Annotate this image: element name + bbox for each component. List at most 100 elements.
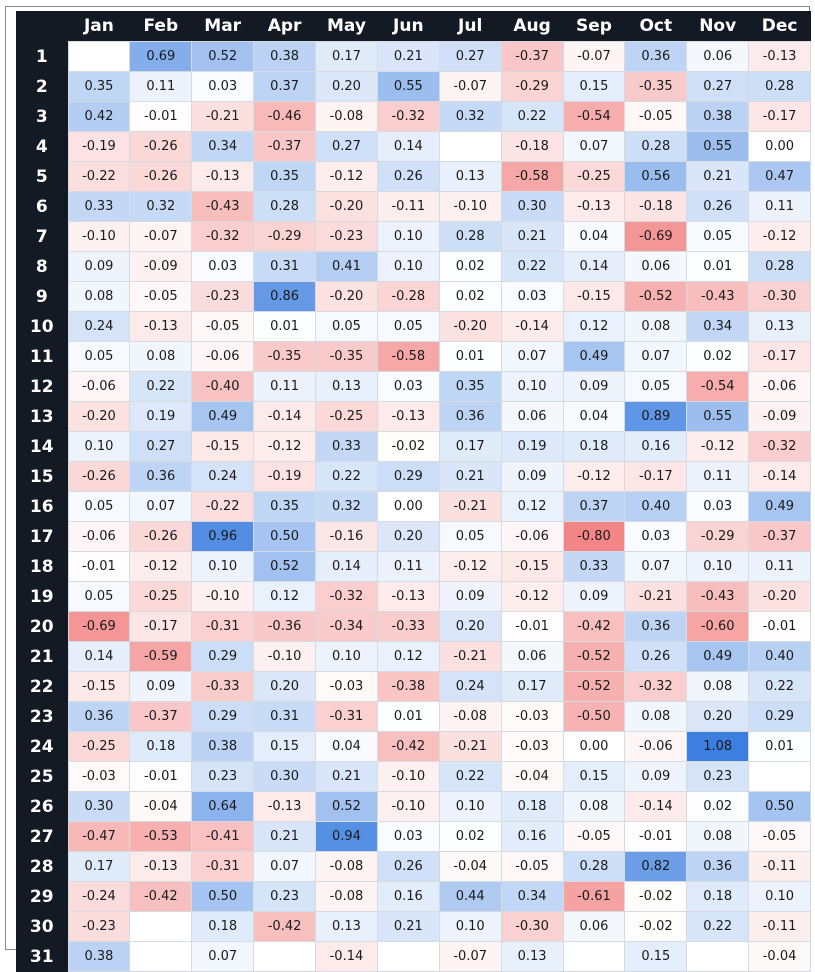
table-row: 31 0.38 0.07 -0.14 -0.07 0.13 0.15 -0.04 [16, 941, 811, 972]
heatmap-cell: -0.30 [500, 911, 564, 942]
heatmap-cell: 0.55 [686, 401, 750, 432]
row-header-day-2: 2 [16, 71, 68, 102]
month-header-row: Jan Feb Mar Apr May Jun Jul Aug Sep Oct Nov Dec [16, 11, 811, 42]
heatmap-cell: 0.37 [562, 491, 626, 522]
heatmap-cell: 0.40 [624, 491, 688, 522]
heatmap-cell: 0.11 [748, 551, 811, 582]
heatmap-cell: 0.09 [500, 461, 564, 492]
heatmap-cell: -0.61 [562, 881, 626, 912]
heatmap-cell: 0.36 [438, 401, 502, 432]
heatmap-cell: 0.64 [191, 791, 255, 822]
heatmap-cell: 0.21 [500, 221, 564, 252]
heatmap-cell: -0.11 [748, 911, 811, 942]
heatmap-cell: 0.10 [67, 431, 131, 462]
heatmap-cell: -0.05 [624, 101, 688, 132]
heatmap-cell: 0.36 [129, 461, 193, 492]
row-header-day-5: 5 [16, 161, 68, 192]
heatmap-cell: 0.07 [253, 851, 316, 882]
heatmap-cell: -0.15 [67, 671, 131, 702]
heatmap-cell: 0.52 [191, 41, 255, 72]
daily-heatmap-table: Jan Feb Mar Apr May Jun Jul Aug Sep Oct Nov Dec 1 0.… [16, 11, 811, 972]
heatmap-cell: 0.14 [315, 551, 378, 582]
heatmap-cell: 0.10 [376, 251, 440, 282]
heatmap-cell: 0.00 [562, 731, 626, 762]
heatmap-cell: -0.41 [191, 821, 255, 852]
heatmap-cell: -0.52 [624, 281, 688, 312]
heatmap-cell: -0.60 [686, 611, 750, 642]
heatmap-cell: -0.37 [129, 701, 193, 732]
heatmap-cell: -0.08 [438, 701, 502, 732]
heatmap-cell: 0.09 [624, 761, 688, 792]
heatmap-cell: -0.80 [562, 521, 626, 552]
heatmap-cell: -0.06 [191, 341, 255, 372]
table-row: 10 0.24 -0.13 -0.05 0.01 0.05 0.05 -0.20 -0.14 0.… [16, 311, 811, 342]
heatmap-cell: -0.05 [129, 281, 193, 312]
heatmap-cell: -0.17 [748, 101, 811, 132]
heatmap-cell: -0.03 [500, 701, 564, 732]
column-header-jun: Jun [377, 11, 440, 42]
heatmap-cell: 0.20 [315, 71, 378, 102]
table-row: 11 0.05 0.08 -0.06 -0.35 -0.35 -0.58 0.01 0.07 0.… [16, 341, 811, 372]
table-row: 24 -0.25 0.18 0.38 0.15 0.04 -0.42 -0.21 -0.03 0.… [16, 731, 811, 762]
heatmap-cell: 0.06 [686, 41, 750, 72]
heatmap-cell: 0.94 [315, 821, 378, 852]
heatmap-cell: 0.15 [562, 761, 626, 792]
heatmap-cell: -0.19 [67, 131, 131, 162]
heatmap-cell: -0.38 [376, 671, 440, 702]
heatmap-cell: -0.05 [562, 821, 626, 852]
heatmap-cell: 0.05 [438, 521, 502, 552]
heatmap-cell: 0.13 [438, 161, 502, 192]
heatmap-cell: -0.04 [438, 851, 502, 882]
heatmap-cell: 0.55 [376, 71, 440, 102]
heatmap-cell: 0.06 [500, 401, 564, 432]
heatmap-cell: -0.12 [129, 551, 193, 582]
heatmap-cell: 0.10 [315, 641, 378, 672]
heatmap-cell: -0.16 [315, 521, 378, 552]
heatmap-cell: -0.23 [315, 221, 378, 252]
heatmap-cell: 0.00 [748, 131, 811, 162]
heatmap-cell: 0.24 [67, 311, 131, 342]
heatmap-cell: -0.25 [129, 581, 193, 612]
column-header-feb: Feb [129, 11, 192, 42]
heatmap-cell: -0.40 [191, 371, 255, 402]
heatmap-cell: 0.69 [129, 41, 193, 72]
heatmap-cell: -0.14 [500, 311, 564, 342]
heatmap-cell: 0.21 [253, 821, 316, 852]
heatmap-cell: 0.28 [748, 71, 811, 102]
heatmap-cell: 0.09 [67, 251, 131, 282]
row-header-day-25: 25 [16, 761, 68, 792]
heatmap-cell: 0.10 [748, 881, 811, 912]
heatmap-cell: 0.06 [500, 641, 564, 672]
heatmap-cell: 0.28 [253, 191, 316, 222]
heatmap-cell: 0.17 [315, 41, 378, 72]
heatmap-cell: -0.43 [686, 281, 750, 312]
row-header-day-22: 22 [16, 671, 68, 702]
row-header-day-3: 3 [16, 101, 68, 132]
heatmap-cell: 0.10 [438, 911, 502, 942]
heatmap-cell: 0.07 [624, 341, 688, 372]
heatmap-cell: 0.29 [748, 701, 811, 732]
heatmap-cell: 0.02 [438, 251, 502, 282]
heatmap-cell: 0.02 [438, 821, 502, 852]
heatmap-cell: -0.29 [500, 71, 564, 102]
heatmap-cell: 0.18 [562, 431, 626, 462]
heatmap-cell: -0.07 [438, 71, 502, 102]
heatmap-cell: 1.08 [686, 731, 750, 762]
table-row: 26 0.30 -0.04 0.64 -0.13 0.52 -0.10 0.10 0.18 0.0… [16, 791, 811, 822]
heatmap-cell: -0.58 [500, 161, 564, 192]
heatmap-cell: -0.15 [191, 431, 255, 462]
row-header-day-27: 27 [16, 821, 68, 852]
column-header-jan: Jan [68, 11, 130, 42]
heatmap-cell: -0.07 [129, 221, 193, 252]
table-row: 17 -0.06 -0.26 0.96 0.50 -0.16 0.20 0.05 -0.06 -0… [16, 521, 811, 552]
heatmap-cell: 0.05 [67, 491, 131, 522]
heatmap-cell: 0.30 [500, 191, 564, 222]
heatmap-cell: -0.36 [253, 611, 316, 642]
heatmap-cell: 0.35 [67, 71, 131, 102]
row-header-day-4: 4 [16, 131, 68, 162]
heatmap-cell: 0.12 [253, 581, 316, 612]
heatmap-cell: -0.14 [253, 401, 316, 432]
column-header-sep: Sep [563, 11, 625, 42]
heatmap-cell: -0.02 [376, 431, 440, 462]
heatmap-cell: 0.32 [438, 101, 502, 132]
